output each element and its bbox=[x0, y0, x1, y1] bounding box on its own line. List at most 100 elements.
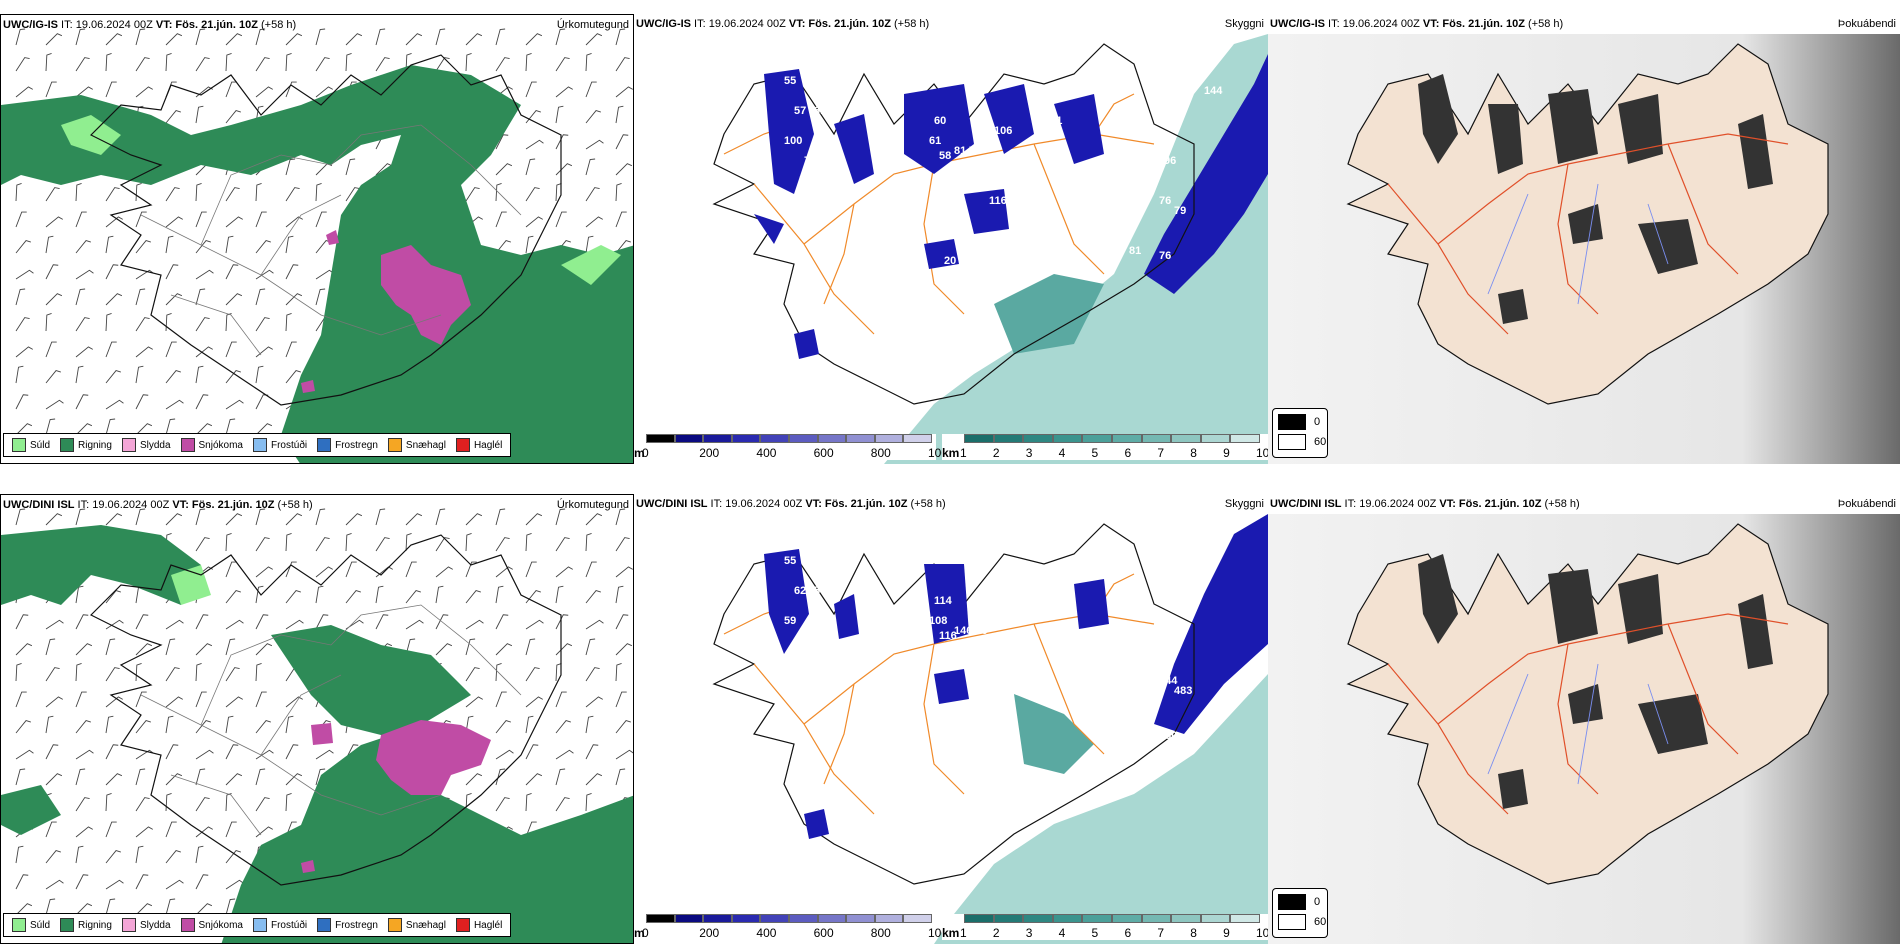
issue-time: IT: 19.06.2024 00Z bbox=[707, 498, 806, 510]
cloud-base-value: 59 bbox=[874, 135, 886, 147]
colorbar-segment bbox=[817, 434, 847, 443]
panel-title: Úrkomutegund bbox=[556, 499, 629, 511]
legend-item: Frostúði bbox=[252, 438, 307, 452]
wind-barb bbox=[225, 53, 232, 72]
colorbar-segment bbox=[817, 914, 847, 923]
legend-item: Rigning bbox=[60, 438, 112, 452]
wind-barb bbox=[465, 638, 476, 656]
wind-barb bbox=[225, 898, 236, 916]
colorbar-segment bbox=[1141, 914, 1172, 923]
cloud-base-value: 99 bbox=[954, 365, 966, 377]
model-name: UWC/IG-IS bbox=[636, 18, 691, 30]
cloud-base-value: 156 bbox=[1104, 740, 1122, 752]
wind-barb bbox=[285, 590, 301, 604]
cloud-base-value: 20 bbox=[944, 255, 956, 267]
wind-barb bbox=[345, 187, 360, 202]
iceland-coast bbox=[89, 534, 562, 886]
legend-label: Slydda bbox=[139, 919, 171, 931]
wind-barb bbox=[15, 240, 31, 254]
roads bbox=[140, 124, 522, 356]
colorbar-tick: 800 bbox=[870, 446, 891, 460]
wind-barb bbox=[195, 28, 206, 46]
cloud-base-value: 60 bbox=[804, 685, 816, 697]
wind-barb bbox=[585, 513, 603, 526]
legend-item: Snæhagl bbox=[387, 438, 446, 452]
fog-panel-row1: UWC/IG-IS IT: 19.06.2024 00Z VT: Fös. 21… bbox=[1268, 14, 1900, 464]
colorbar-tick: 2 bbox=[992, 926, 1000, 940]
wind-barb bbox=[105, 187, 120, 202]
legend-item: Frostúði bbox=[252, 918, 308, 932]
panel-title: Úrkomutegund bbox=[556, 19, 629, 31]
cloud-base-value: 25 bbox=[984, 295, 996, 307]
wind-barb bbox=[75, 845, 84, 864]
wind-barb bbox=[105, 341, 117, 358]
wind-barb bbox=[615, 691, 627, 708]
wind-barb bbox=[495, 643, 513, 656]
wind-barb bbox=[555, 508, 566, 526]
colorbar-segment bbox=[964, 914, 994, 923]
model-name: UWC/IG-IS bbox=[3, 19, 58, 31]
wind-barb bbox=[195, 365, 204, 384]
wind-barb bbox=[465, 619, 484, 630]
fog-legend-swatch bbox=[1278, 914, 1306, 930]
wind-barb bbox=[105, 216, 123, 228]
wind-barb bbox=[255, 317, 270, 332]
wind-barb bbox=[495, 720, 511, 734]
wind-barb bbox=[75, 643, 93, 656]
wind-barb bbox=[105, 313, 112, 332]
wind-barb bbox=[45, 341, 57, 358]
legend-item: Rigning bbox=[60, 918, 112, 932]
wind-barb bbox=[255, 537, 270, 552]
wind-barb bbox=[585, 53, 592, 72]
rivers bbox=[1487, 183, 1669, 305]
wind-barb bbox=[135, 903, 153, 916]
wind-barb bbox=[405, 513, 423, 526]
precip-panel-row1: UWC/IG-IS IT: 19.06.2024 00Z VT: Fös. 21… bbox=[0, 14, 634, 464]
wind-barb bbox=[375, 28, 386, 46]
wind-barb bbox=[105, 793, 112, 812]
wind-barb bbox=[135, 317, 150, 332]
cloud-base-value: 62 bbox=[879, 155, 891, 167]
colorbar-segment bbox=[903, 434, 932, 443]
colorbar-tick: 3 bbox=[1025, 926, 1033, 940]
colorbar-unit: m bbox=[634, 926, 645, 940]
wind-barb bbox=[105, 773, 123, 786]
wind-barb bbox=[105, 264, 119, 280]
cloud-panel-row1: 55 57 61 100 79 55 55 61 59 62 60 61 58 81 74 106 104 116… bbox=[634, 14, 1268, 464]
wind-barb bbox=[45, 81, 57, 98]
wind-barb bbox=[255, 365, 264, 384]
legend-label: Snæhagl bbox=[405, 919, 446, 931]
colorbar-tick: 7 bbox=[1157, 446, 1165, 460]
panel-header: UWC/DINI ISL IT: 19.06.2024 00Z VT: Fös.… bbox=[636, 498, 946, 510]
colorbar-tick: 10 bbox=[1256, 926, 1268, 940]
wind-barb bbox=[135, 28, 146, 46]
precip-map-row1 bbox=[1, 28, 633, 463]
wind-barb bbox=[75, 874, 89, 890]
wind-barb bbox=[225, 399, 244, 410]
colorbar-tick: 9 bbox=[1223, 926, 1230, 940]
wind-barb bbox=[105, 898, 116, 916]
wind-barb bbox=[525, 696, 543, 708]
wind-barb bbox=[255, 691, 267, 708]
colorbar-tick: 200 bbox=[699, 926, 720, 940]
wind-barb bbox=[615, 768, 626, 786]
wind-barb bbox=[165, 216, 183, 228]
cloud-base-value: 79 bbox=[804, 155, 816, 167]
snow-area bbox=[376, 720, 491, 795]
wind-barb bbox=[15, 269, 34, 280]
cloud-base-value: 130 bbox=[1159, 730, 1177, 742]
wind-barb bbox=[585, 235, 594, 254]
wind-barb bbox=[405, 533, 412, 552]
colorbar-segment bbox=[903, 914, 932, 923]
wind-barb bbox=[585, 110, 601, 124]
legend-label: Frostúði bbox=[270, 919, 308, 931]
wind-barb bbox=[525, 793, 532, 812]
colorbar-tick: 200 bbox=[699, 446, 720, 460]
wind-barb bbox=[165, 370, 181, 384]
wind-barb bbox=[615, 240, 631, 254]
wind-barb bbox=[435, 614, 449, 630]
wind-barb bbox=[525, 513, 543, 526]
wind-barb bbox=[225, 821, 237, 838]
wind-barb bbox=[15, 394, 29, 410]
rain-area bbox=[221, 625, 633, 943]
